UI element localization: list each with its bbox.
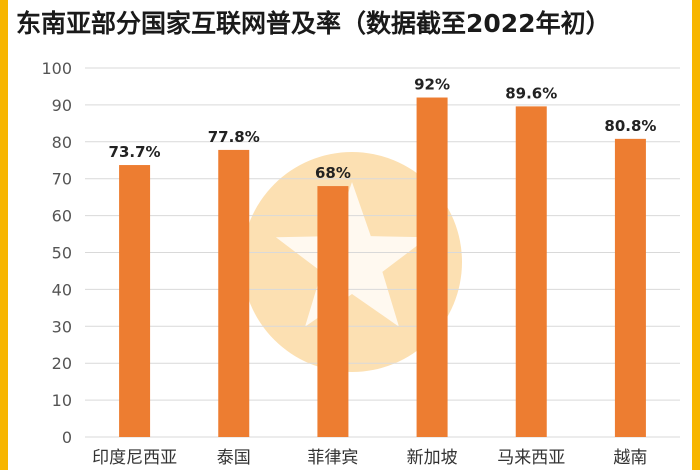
watermark-star [275,182,429,327]
data-label: 77.8% [208,128,260,146]
gridlines [85,67,680,438]
frame-left-border [0,0,8,470]
data-label: 92% [414,76,450,94]
x-category-label: 印度尼西亚 [92,448,177,468]
y-tick-label: 40 [52,280,72,299]
bar [416,97,448,438]
y-tick-label: 80 [52,133,72,152]
y-tick-label: 90 [52,96,72,115]
x-category-label: 马来西亚 [497,448,565,468]
y-tick-label: 50 [52,244,72,263]
x-category-label: 泰国 [217,448,251,468]
data-labels: 73.7% 77.8% 68% 92% 89.6% 80.8% [109,76,657,183]
bar [614,138,646,437]
bar [119,165,151,437]
y-tick-label: 0 [62,428,72,447]
y-tick-label: 10 [52,391,72,410]
y-tick-label: 20 [52,354,72,373]
bar [515,106,547,437]
data-label: 80.8% [604,117,656,135]
x-category-label: 新加坡 [407,448,458,468]
bar [218,149,250,437]
data-label: 68% [315,164,351,182]
x-category-label: 菲律宾 [307,448,358,468]
chart-title: 东南亚部分国家互联网普及率（数据截至2022年初） [16,9,611,38]
data-label: 73.7% [109,143,161,161]
bars [119,97,646,438]
star-watermark-icon [242,152,462,372]
frame-right-border [692,0,700,470]
y-tick-label: 60 [52,207,72,226]
data-label: 89.6% [505,84,557,102]
bar [317,186,349,437]
x-category-label: 越南 [613,448,647,468]
x-axis-categories: 印度尼西亚 泰国 菲律宾 新加坡 马来西亚 越南 [92,448,647,468]
y-tick-label: 70 [52,170,72,189]
y-tick-label: 100 [41,59,72,78]
y-axis-ticks: 0 10 20 30 40 50 60 70 80 90 100 [41,59,72,447]
y-tick-label: 30 [52,317,72,336]
